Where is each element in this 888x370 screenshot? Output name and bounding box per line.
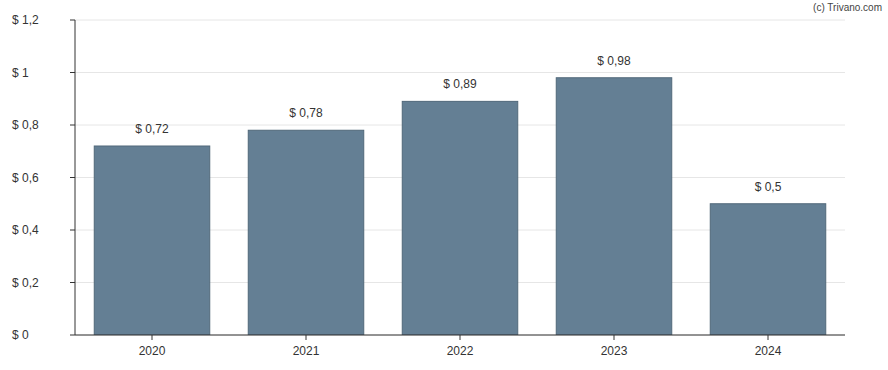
y-tick-label: $ 0,2 [12, 276, 39, 290]
bar [94, 146, 210, 335]
x-tick [768, 335, 769, 340]
x-axis [75, 335, 845, 336]
y-tick-label: $ 0,6 [12, 171, 39, 185]
y-tick [70, 335, 75, 336]
x-tick-label: 2024 [755, 344, 782, 358]
y-tick [70, 230, 75, 231]
y-tick-label: $ 0 [12, 328, 29, 342]
bars [94, 78, 826, 335]
data-label: $ 0,5 [755, 180, 782, 194]
chart-container: $ 0 $ 0,2 $ 0,4 $ 0,6 $ 0,8 $ 1 $ 1,2 $ 0,72 202… [0, 0, 888, 370]
x-tick [306, 335, 307, 340]
grid-line [75, 72, 845, 73]
y-tick [70, 72, 75, 73]
grid-line [75, 335, 845, 336]
y-tick [70, 20, 75, 21]
bar [556, 78, 672, 335]
y-tick-label: $ 1 [12, 66, 29, 80]
x-tick [152, 335, 153, 340]
x-tick-label: 2023 [601, 344, 628, 358]
x-tick [460, 335, 461, 340]
chart-svg: $ 0 $ 0,2 $ 0,4 $ 0,6 $ 0,8 $ 1 $ 1,2 $ 0,72 202… [0, 0, 888, 370]
y-tick-label: $ 0,8 [12, 118, 39, 132]
x-tick [614, 335, 615, 340]
bar [402, 101, 518, 335]
x-tick-label: 2021 [293, 344, 320, 358]
y-tick-label: $ 0,4 [12, 223, 39, 237]
grid-line [75, 20, 845, 21]
x-tick-label: 2022 [447, 344, 474, 358]
bar [248, 130, 364, 335]
y-tick [70, 125, 75, 126]
data-label: $ 0,89 [443, 77, 477, 91]
bar [710, 204, 826, 335]
x-tick-label: 2020 [139, 344, 166, 358]
data-label: $ 0,78 [289, 106, 323, 120]
y-axis [75, 20, 76, 335]
y-tick-label: $ 1,2 [12, 13, 39, 27]
data-label: $ 0,98 [597, 54, 631, 68]
y-tick [70, 177, 75, 178]
y-tick [70, 282, 75, 283]
data-label: $ 0,72 [135, 122, 169, 136]
source: (c) Trivano.com [813, 2, 882, 13]
